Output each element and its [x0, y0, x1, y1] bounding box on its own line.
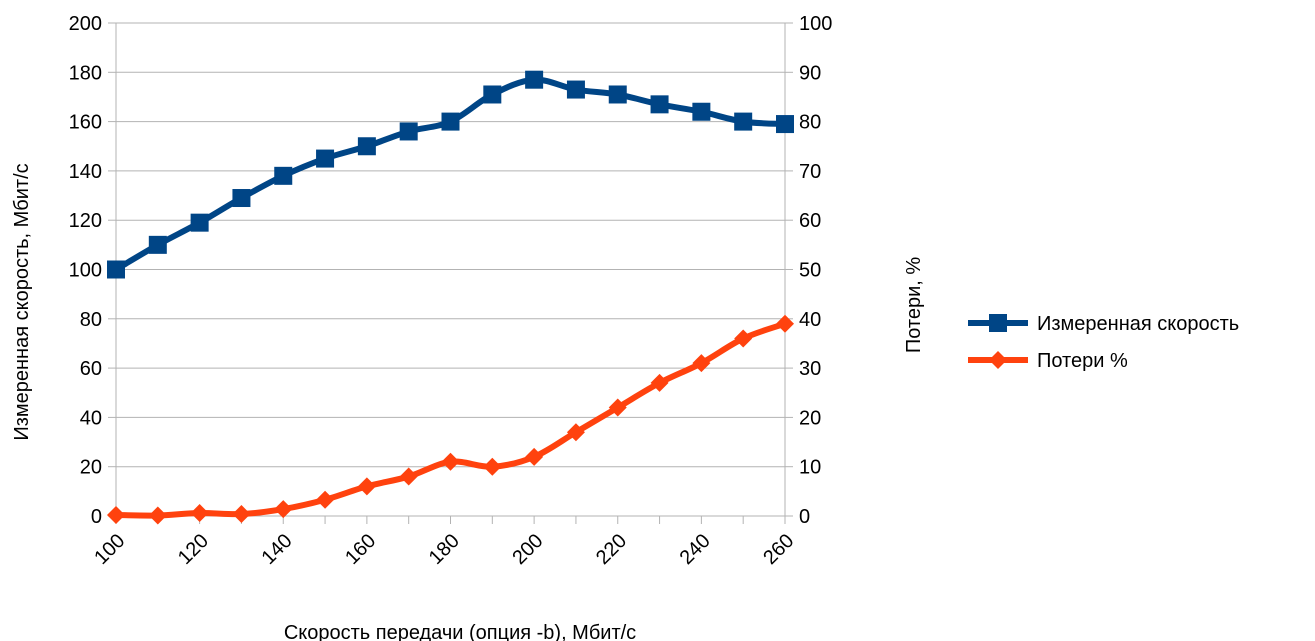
y2-tick-label: 100: [799, 13, 832, 35]
data-point-diamond: [107, 506, 125, 525]
y-tick-label: 180: [69, 62, 102, 84]
data-point-square: [274, 166, 293, 185]
data-point-diamond: [357, 477, 376, 496]
data-point-square: [441, 112, 460, 131]
data-point-square: [650, 95, 669, 114]
y2-tick-label: 90: [799, 62, 821, 84]
data-point-square: [525, 70, 544, 89]
y-tick-label: 80: [80, 309, 102, 331]
y2-tick-label: 80: [799, 112, 821, 134]
series-layer: [107, 70, 794, 525]
data-point-diamond: [190, 504, 209, 523]
x-tick-label: 120: [174, 530, 213, 569]
y2-axis-title: Потери, %: [903, 257, 925, 354]
y2-tick-label: 30: [799, 358, 821, 380]
x-tick-label: 180: [425, 530, 464, 569]
data-point-diamond: [650, 373, 669, 392]
data-point-diamond: [316, 490, 335, 509]
series-line: [113, 76, 788, 273]
data-point-square: [316, 149, 335, 168]
data-point-diamond: [483, 457, 502, 476]
legend-label: Потери %: [1037, 350, 1128, 372]
data-point-diamond: [441, 452, 460, 471]
y2-tick-label: 50: [799, 260, 821, 282]
x-tick-label: 200: [508, 530, 547, 569]
data-point-square: [107, 260, 125, 279]
data-point-square: [608, 85, 627, 104]
y-tick-label: 120: [69, 210, 102, 232]
data-point-diamond: [734, 329, 753, 348]
y2-tick-label: 70: [799, 161, 821, 183]
data-point-square: [190, 213, 209, 232]
y-tick-label: 200: [69, 13, 102, 35]
y-tick-label: 20: [80, 457, 102, 479]
data-point-square: [483, 85, 502, 104]
data-point-square: [566, 80, 585, 99]
x-tick-label: 160: [341, 530, 380, 569]
x-axis-ticks: 100 120 140 160 180 200 220 240 260: [90, 516, 798, 569]
x-tick-label: 220: [592, 530, 631, 569]
data-point-diamond: [525, 447, 544, 466]
y2-tick-label: 60: [799, 210, 821, 232]
y-tick-label: 140: [69, 161, 102, 183]
y-tick-label: 60: [80, 358, 102, 380]
y2-tick-label: 10: [799, 457, 821, 479]
data-point-square: [232, 189, 251, 208]
x-tick-label: 240: [676, 530, 715, 569]
data-point-square: [734, 112, 753, 131]
y-axis-ticks: 0 20 40 60 80 100 120 140 160 180 200: [69, 13, 116, 528]
grid: [115, 22, 786, 517]
data-point-square: [148, 235, 167, 254]
y-axis-title: Измеренная скорость, Мбит/с: [11, 163, 33, 440]
data-point-diamond: [692, 354, 711, 373]
x-tick-label: 100: [90, 530, 129, 569]
y2-axis-ticks: 0 10 20 30 40 50 60 70 80 90 100: [785, 13, 832, 528]
y2-tick-label: 0: [799, 506, 810, 528]
data-point-diamond: [148, 506, 167, 525]
y-tick-label: 40: [80, 407, 102, 429]
legend-marker-diamond: [989, 351, 1007, 369]
x-axis-title: Скорость передачи (опция -b), Мбит/с: [284, 622, 636, 641]
legend-label: Измеренная скорость: [1037, 313, 1239, 335]
data-point-square: [776, 115, 794, 134]
y-tick-label: 0: [91, 506, 102, 528]
data-point-diamond: [566, 423, 585, 442]
legend-marker-square: [989, 314, 1007, 332]
data-point-diamond: [274, 500, 293, 519]
data-point-square: [399, 122, 418, 141]
x-tick-label: 260: [759, 530, 798, 569]
data-point-square: [692, 102, 711, 121]
series-line: [113, 320, 788, 519]
data-point-diamond: [399, 467, 418, 486]
series-2: [107, 314, 794, 525]
data-point-diamond: [608, 398, 627, 417]
series-1: [107, 70, 794, 279]
x-tick-label: 140: [258, 530, 297, 569]
data-point-diamond: [776, 314, 794, 333]
y2-tick-label: 20: [799, 407, 821, 429]
legend: Измеренная скорость Потери %: [968, 313, 1239, 372]
y2-tick-label: 40: [799, 309, 821, 331]
y-tick-label: 100: [69, 260, 102, 282]
y-tick-label: 160: [69, 112, 102, 134]
data-point-diamond: [232, 505, 251, 524]
data-point-square: [357, 137, 376, 156]
